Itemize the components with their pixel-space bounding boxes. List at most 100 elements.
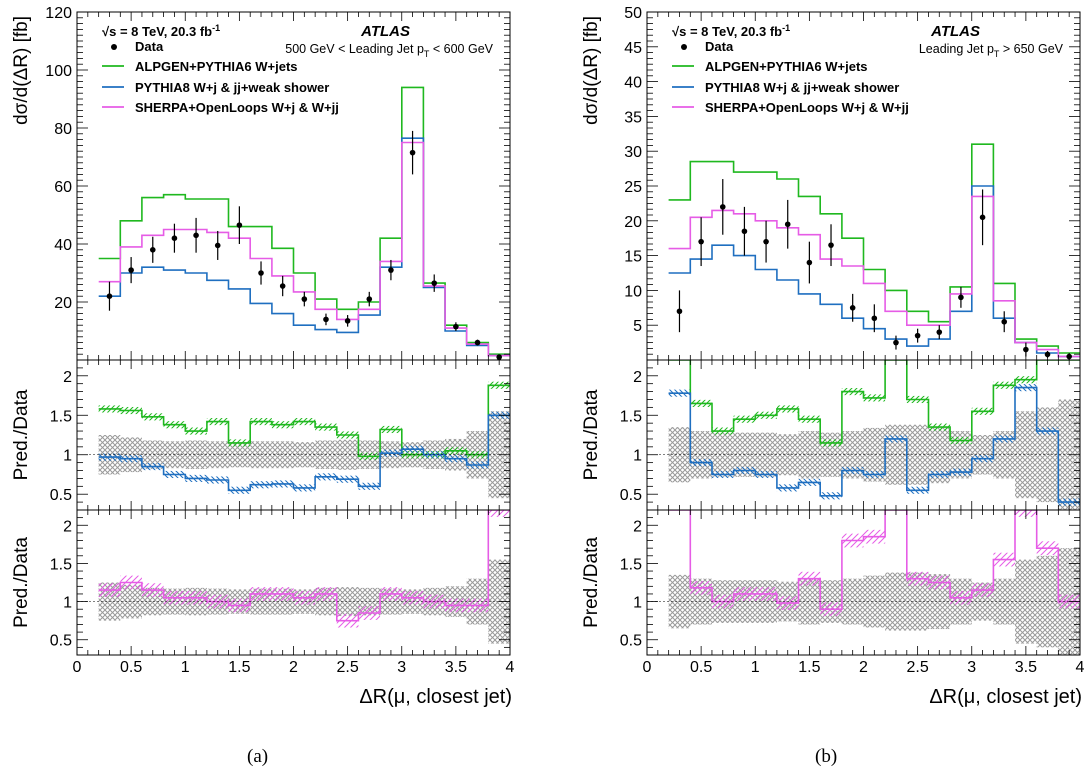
data-uncertainty-band — [141, 440, 164, 469]
x-tick-label: 1 — [751, 659, 760, 676]
data-point — [128, 267, 134, 273]
legend-data-marker — [111, 44, 117, 50]
data-uncertainty-band — [336, 587, 359, 617]
ratio-bottom-y-axis-title: Pred./Data — [581, 537, 602, 628]
data-point — [784, 221, 791, 228]
legend-pythia-label: PYTHIA8 W+j & jj+weak shower — [705, 80, 899, 95]
x-axis-title: ΔR(μ, closest jet) — [929, 686, 1082, 708]
legend-data-marker — [681, 44, 687, 50]
y-tick-label: 35 — [624, 109, 642, 126]
legend-sherpa-label: SHERPA+OpenLoops W+j & W+jj — [135, 100, 339, 115]
y-tick-label: 10 — [624, 283, 642, 300]
atlas-label: ATLAS — [360, 23, 410, 40]
data-point — [431, 280, 438, 286]
y-tick-label: 30 — [624, 144, 642, 161]
sherpa-histogram — [668, 195, 1080, 358]
legend-sherpa-label: SHERPA+OpenLoops W+j & W+jj — [705, 100, 909, 115]
main-plot — [668, 143, 1080, 360]
data-point — [474, 339, 481, 346]
data-point — [236, 222, 243, 228]
panel-a: 0 0.5 1 1.5 2 2.5 3 3.5 4204060801001200.511.520… — [11, 5, 515, 708]
x-tick-label: 3 — [967, 659, 976, 676]
data-point — [344, 318, 351, 324]
pythia-ratio-line — [668, 386, 1080, 503]
x-tick-label: 1 — [181, 659, 190, 676]
data-uncertainty-band — [293, 442, 316, 468]
data-uncertainty-band — [120, 584, 142, 619]
y-tick-label: 100 — [45, 63, 72, 80]
ratio-bottom-y-axis-title: Pred./Data — [11, 537, 32, 628]
data-point — [849, 305, 856, 311]
x-tick-label: 4 — [1076, 659, 1084, 676]
data-uncertainty-band — [1015, 559, 1037, 644]
data-point — [698, 238, 704, 245]
ratio-y-tick-label: 2 — [63, 369, 72, 386]
data-uncertainty-band — [906, 424, 929, 485]
y-tick-label: 45 — [624, 40, 642, 57]
sherpa-ratio-line — [668, 510, 1080, 610]
data-point — [193, 232, 199, 239]
data-point — [279, 283, 286, 289]
energy-label: √s = 8 TeV, 20.3 fb-1 — [672, 23, 790, 39]
data-uncertainty-band — [755, 580, 777, 623]
data-uncertainty-band — [185, 440, 207, 469]
ratio-y-tick-label: 1 — [633, 595, 642, 612]
ratio-bottom-plot — [668, 510, 1080, 655]
x-tick-label: 3 — [397, 659, 406, 676]
alpgen-histogram — [668, 143, 1080, 354]
x-tick-label: 1.5 — [798, 659, 820, 676]
data-point — [741, 228, 748, 235]
ratio-y-tick-label: 2 — [633, 518, 642, 535]
data-uncertainty-band — [711, 432, 734, 477]
data-point — [323, 316, 329, 323]
data-point — [979, 214, 986, 221]
x-tick-label: 3.5 — [445, 659, 467, 676]
data-point — [676, 308, 683, 315]
y-tick-label: 40 — [54, 237, 72, 254]
y-axis-title: dσ/d(ΔR) [fb] — [581, 16, 602, 125]
x-tick-label: 2 — [289, 659, 298, 676]
data-point — [806, 259, 813, 266]
data-point — [871, 315, 878, 322]
alpgen-histogram — [98, 86, 510, 355]
alpgen-ratio-line — [668, 360, 1080, 444]
x-tick-label: 0 — [73, 659, 82, 676]
data-point — [763, 238, 769, 245]
data-point — [171, 235, 178, 241]
data-point — [893, 339, 899, 346]
data-point — [106, 293, 113, 300]
x-tick-label: 1.5 — [228, 659, 250, 676]
data-uncertainty-band — [228, 442, 251, 468]
selection-label: 500 GeV < Leading Jet pT < 600 GeV — [285, 42, 493, 59]
ratio-top-y-axis-title: Pred./Data — [11, 389, 32, 480]
x-tick-label: 3.5 — [1015, 659, 1037, 676]
ratio-bottom-plot — [98, 510, 510, 644]
ratio-y-tick-label: 1.5 — [620, 408, 642, 425]
ratio-y-tick-label: 0.5 — [620, 633, 642, 650]
sherpa-histogram — [98, 141, 510, 357]
y-tick-label: 20 — [54, 295, 72, 312]
y-tick-label: 15 — [624, 249, 642, 266]
y-tick-label: 60 — [54, 179, 72, 196]
x-tick-label: 2.5 — [337, 659, 359, 676]
ratio-y-tick-label: 1 — [63, 448, 72, 465]
data-point — [828, 242, 834, 248]
y-tick-label: 5 — [633, 318, 642, 335]
data-point — [409, 149, 416, 156]
ratio-y-tick-label: 2 — [63, 518, 72, 535]
data-uncertainty-band — [798, 431, 821, 479]
legend-data-label: Data — [705, 39, 734, 54]
data-point — [719, 204, 726, 210]
data-point — [301, 296, 308, 302]
data-point — [214, 242, 221, 249]
y-tick-label: 120 — [45, 5, 72, 22]
ratio-y-tick-label: 1.5 — [50, 408, 72, 425]
x-tick-label: 2 — [859, 659, 868, 676]
legend-pythia-label: PYTHIA8 W+j & jj+weak shower — [135, 80, 329, 95]
ratio-top-plot — [98, 381, 510, 499]
caption-b: (b) — [815, 746, 838, 767]
data-uncertainty-band — [906, 572, 929, 631]
legend-data-label: Data — [135, 39, 164, 54]
data-uncertainty-band — [690, 431, 712, 479]
